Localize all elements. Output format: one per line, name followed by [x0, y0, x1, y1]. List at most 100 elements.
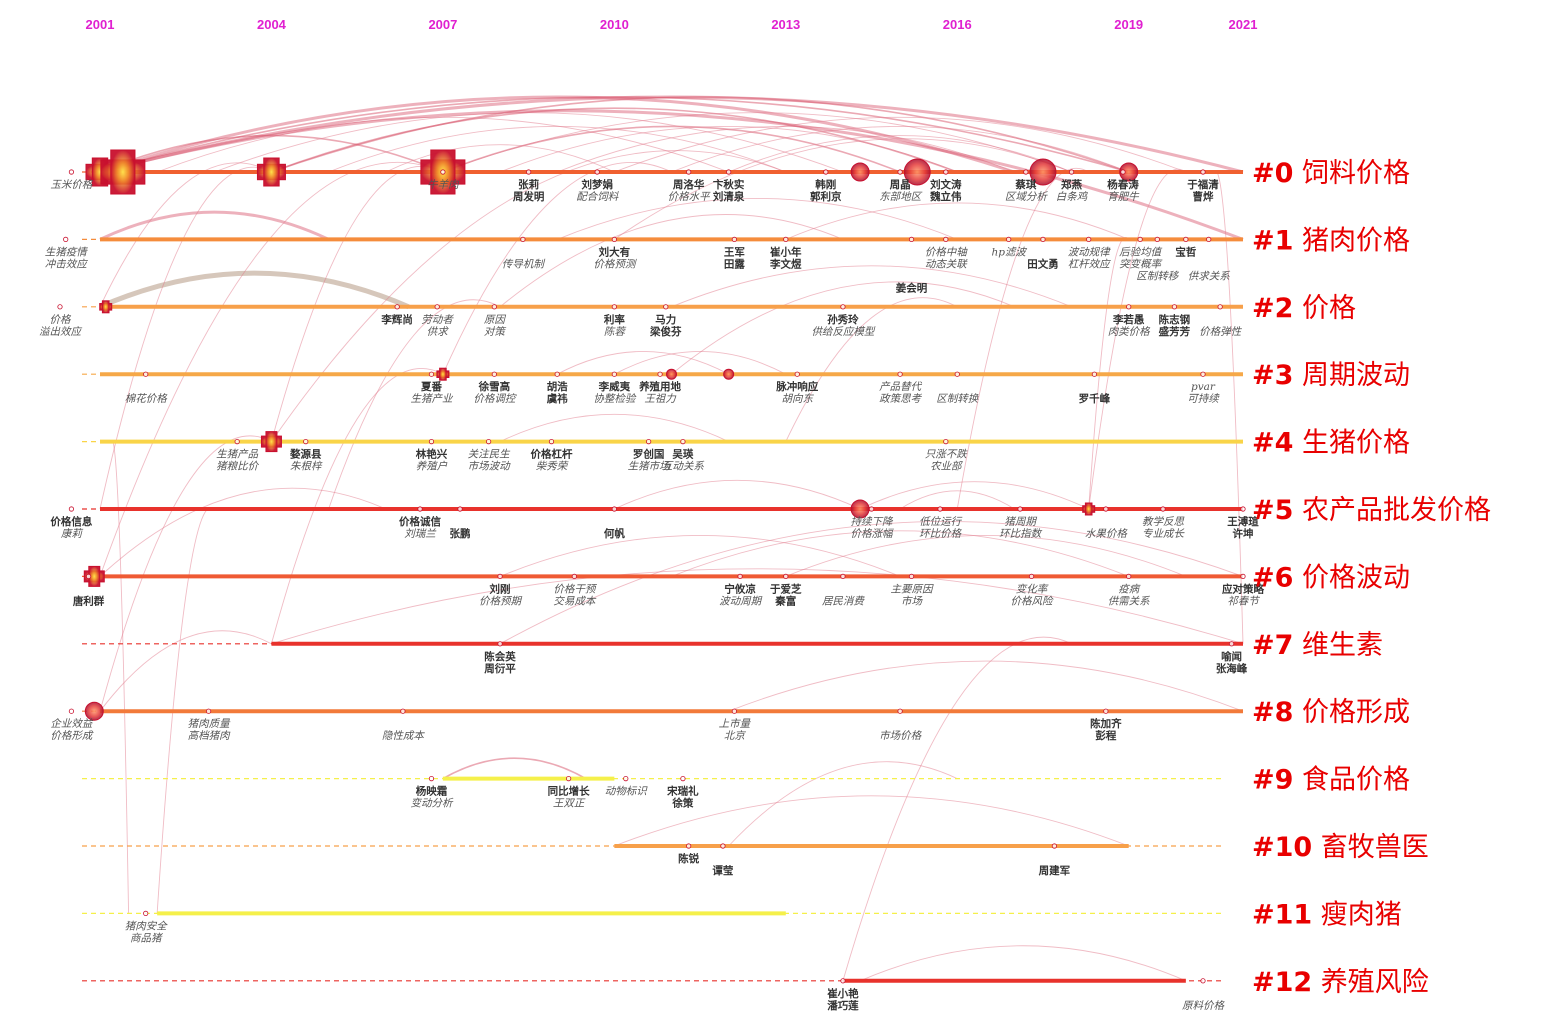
cluster-id: #11: [1252, 899, 1312, 930]
node-dot: [497, 573, 503, 580]
year-tick-label: 2004: [257, 17, 287, 32]
node-dot: [1137, 236, 1143, 242]
node-label: 梁俊芬: [649, 325, 682, 338]
node-dot: [908, 236, 915, 242]
node-label: 田露: [724, 257, 745, 270]
node-label: 谭莹: [712, 864, 733, 877]
cluster-id: #6: [1252, 562, 1293, 593]
node-label: 价格弹性: [1199, 326, 1242, 338]
node-label: 产品替代: [879, 381, 922, 393]
cluster-id: #2: [1252, 293, 1293, 324]
node-dot: [1217, 304, 1223, 310]
node-label: 王军: [724, 246, 745, 258]
node-label: 徐雪高: [478, 380, 511, 393]
node-label: 周建军: [1039, 864, 1071, 877]
year-tick-label: 2019: [1114, 17, 1143, 32]
citation-arc: [214, 112, 844, 173]
node-label: 价格预测: [593, 258, 636, 270]
node-dot: [400, 708, 406, 714]
node-label: 刘瑞兰: [404, 528, 437, 540]
node-label: 肉类价格: [1108, 326, 1151, 338]
year-tick-label: 2001: [86, 17, 115, 32]
node-label: 区域分析: [1005, 191, 1048, 203]
cluster-label: #5 农产品批发价格: [1252, 495, 1491, 526]
node-label: 市场: [901, 595, 923, 607]
node-dot: [731, 236, 737, 242]
cluster-label: #9 食品价格: [1252, 765, 1410, 796]
node-label: 价格水平: [668, 191, 711, 203]
node-dot: [611, 236, 617, 242]
node-dot: [794, 371, 800, 377]
node-label: 陈会英: [484, 650, 516, 663]
node-label: 价格杠杆: [530, 448, 572, 461]
node-label: 白条鸡: [1056, 191, 1089, 203]
node-label: 李文煜: [769, 257, 802, 270]
cluster-name: 饲料价格: [1302, 158, 1410, 189]
node-label: 后验均值: [1119, 246, 1162, 258]
citation-arc: [99, 270, 410, 310]
node-label: 价格诚信: [399, 515, 441, 528]
citation-arc: [556, 351, 729, 375]
citation-arc: [1214, 170, 1244, 644]
node-label: 张莉: [518, 178, 539, 191]
node-label: 商品猪: [130, 932, 163, 944]
node-label: 张鹏: [450, 527, 471, 540]
cluster-label: #7 维生素: [1252, 630, 1383, 661]
cluster-id: #1: [1252, 225, 1293, 256]
citation-arc: [99, 166, 272, 510]
citation-arc: [671, 530, 1129, 577]
node-label: 价格调控: [473, 393, 516, 405]
node-label: 环比价格: [919, 528, 962, 540]
node-label: 杨映霜: [416, 785, 448, 798]
node-label: 喻闻: [1221, 650, 1242, 663]
node-label: 陈蓉: [604, 326, 626, 338]
node-label: 协整检验: [593, 393, 636, 405]
node-label: 李若愚: [1112, 313, 1145, 326]
node-label: 北京: [724, 730, 746, 742]
cluster-label: #11 瘦肉猪: [1252, 899, 1402, 930]
cluster-label: #0 饲料价格: [1252, 158, 1410, 189]
node-label: pvar: [1191, 381, 1216, 393]
node-dot: [1183, 236, 1189, 242]
citation-arc: [99, 134, 444, 173]
node-dot: [943, 236, 949, 242]
citation-arc: [842, 636, 1072, 981]
node-label: 猪粮比价: [216, 461, 259, 473]
node-label: 原料价格: [1182, 1000, 1225, 1012]
node-label: 隐性成本: [382, 730, 425, 742]
citation-arc: [899, 490, 1015, 510]
citation-arc: [99, 109, 1244, 241]
node-label: 杠杆效应: [1068, 258, 1111, 270]
node-label: 孙秀玲: [827, 313, 859, 326]
burst-circle-node: [1029, 158, 1057, 186]
node-dot: [611, 371, 617, 377]
node-label: 猪肉质量: [188, 718, 231, 730]
citation-arc: [328, 299, 501, 510]
node-label: 农业部: [930, 461, 963, 473]
node-label: 变动分析: [410, 798, 453, 810]
node-label: 吴瑛: [672, 448, 693, 461]
cluster-label: #8 价格形成: [1252, 697, 1410, 728]
node-label: 唐利群: [73, 594, 105, 607]
node-label: 猪肉安全: [125, 920, 168, 932]
node-label: 居民消费: [822, 595, 865, 607]
node-label: 虞祎: [547, 392, 568, 405]
node-dot: [234, 438, 240, 445]
node-dot: [394, 304, 400, 310]
node-label: 田文勇: [1027, 257, 1059, 270]
node-dot: [937, 506, 943, 512]
node-label: 盛芳芳: [1159, 325, 1191, 338]
node-dot: [571, 573, 577, 580]
node-label: 夏番: [420, 380, 442, 393]
node-label: 区制转移: [1136, 270, 1179, 282]
citation-arc: [728, 761, 958, 847]
node-dot: [1120, 169, 1126, 175]
node-label: 价格形成: [50, 730, 93, 742]
citation-arc: [442, 162, 672, 375]
year-tick-label: 2007: [428, 17, 457, 32]
node-label: 秦富: [774, 594, 796, 607]
year-tick-label: 2010: [600, 17, 629, 32]
node-label: 周发明: [513, 190, 545, 203]
node-label: 养殖用地: [638, 380, 681, 393]
node-label: 宝哲: [1175, 245, 1197, 258]
